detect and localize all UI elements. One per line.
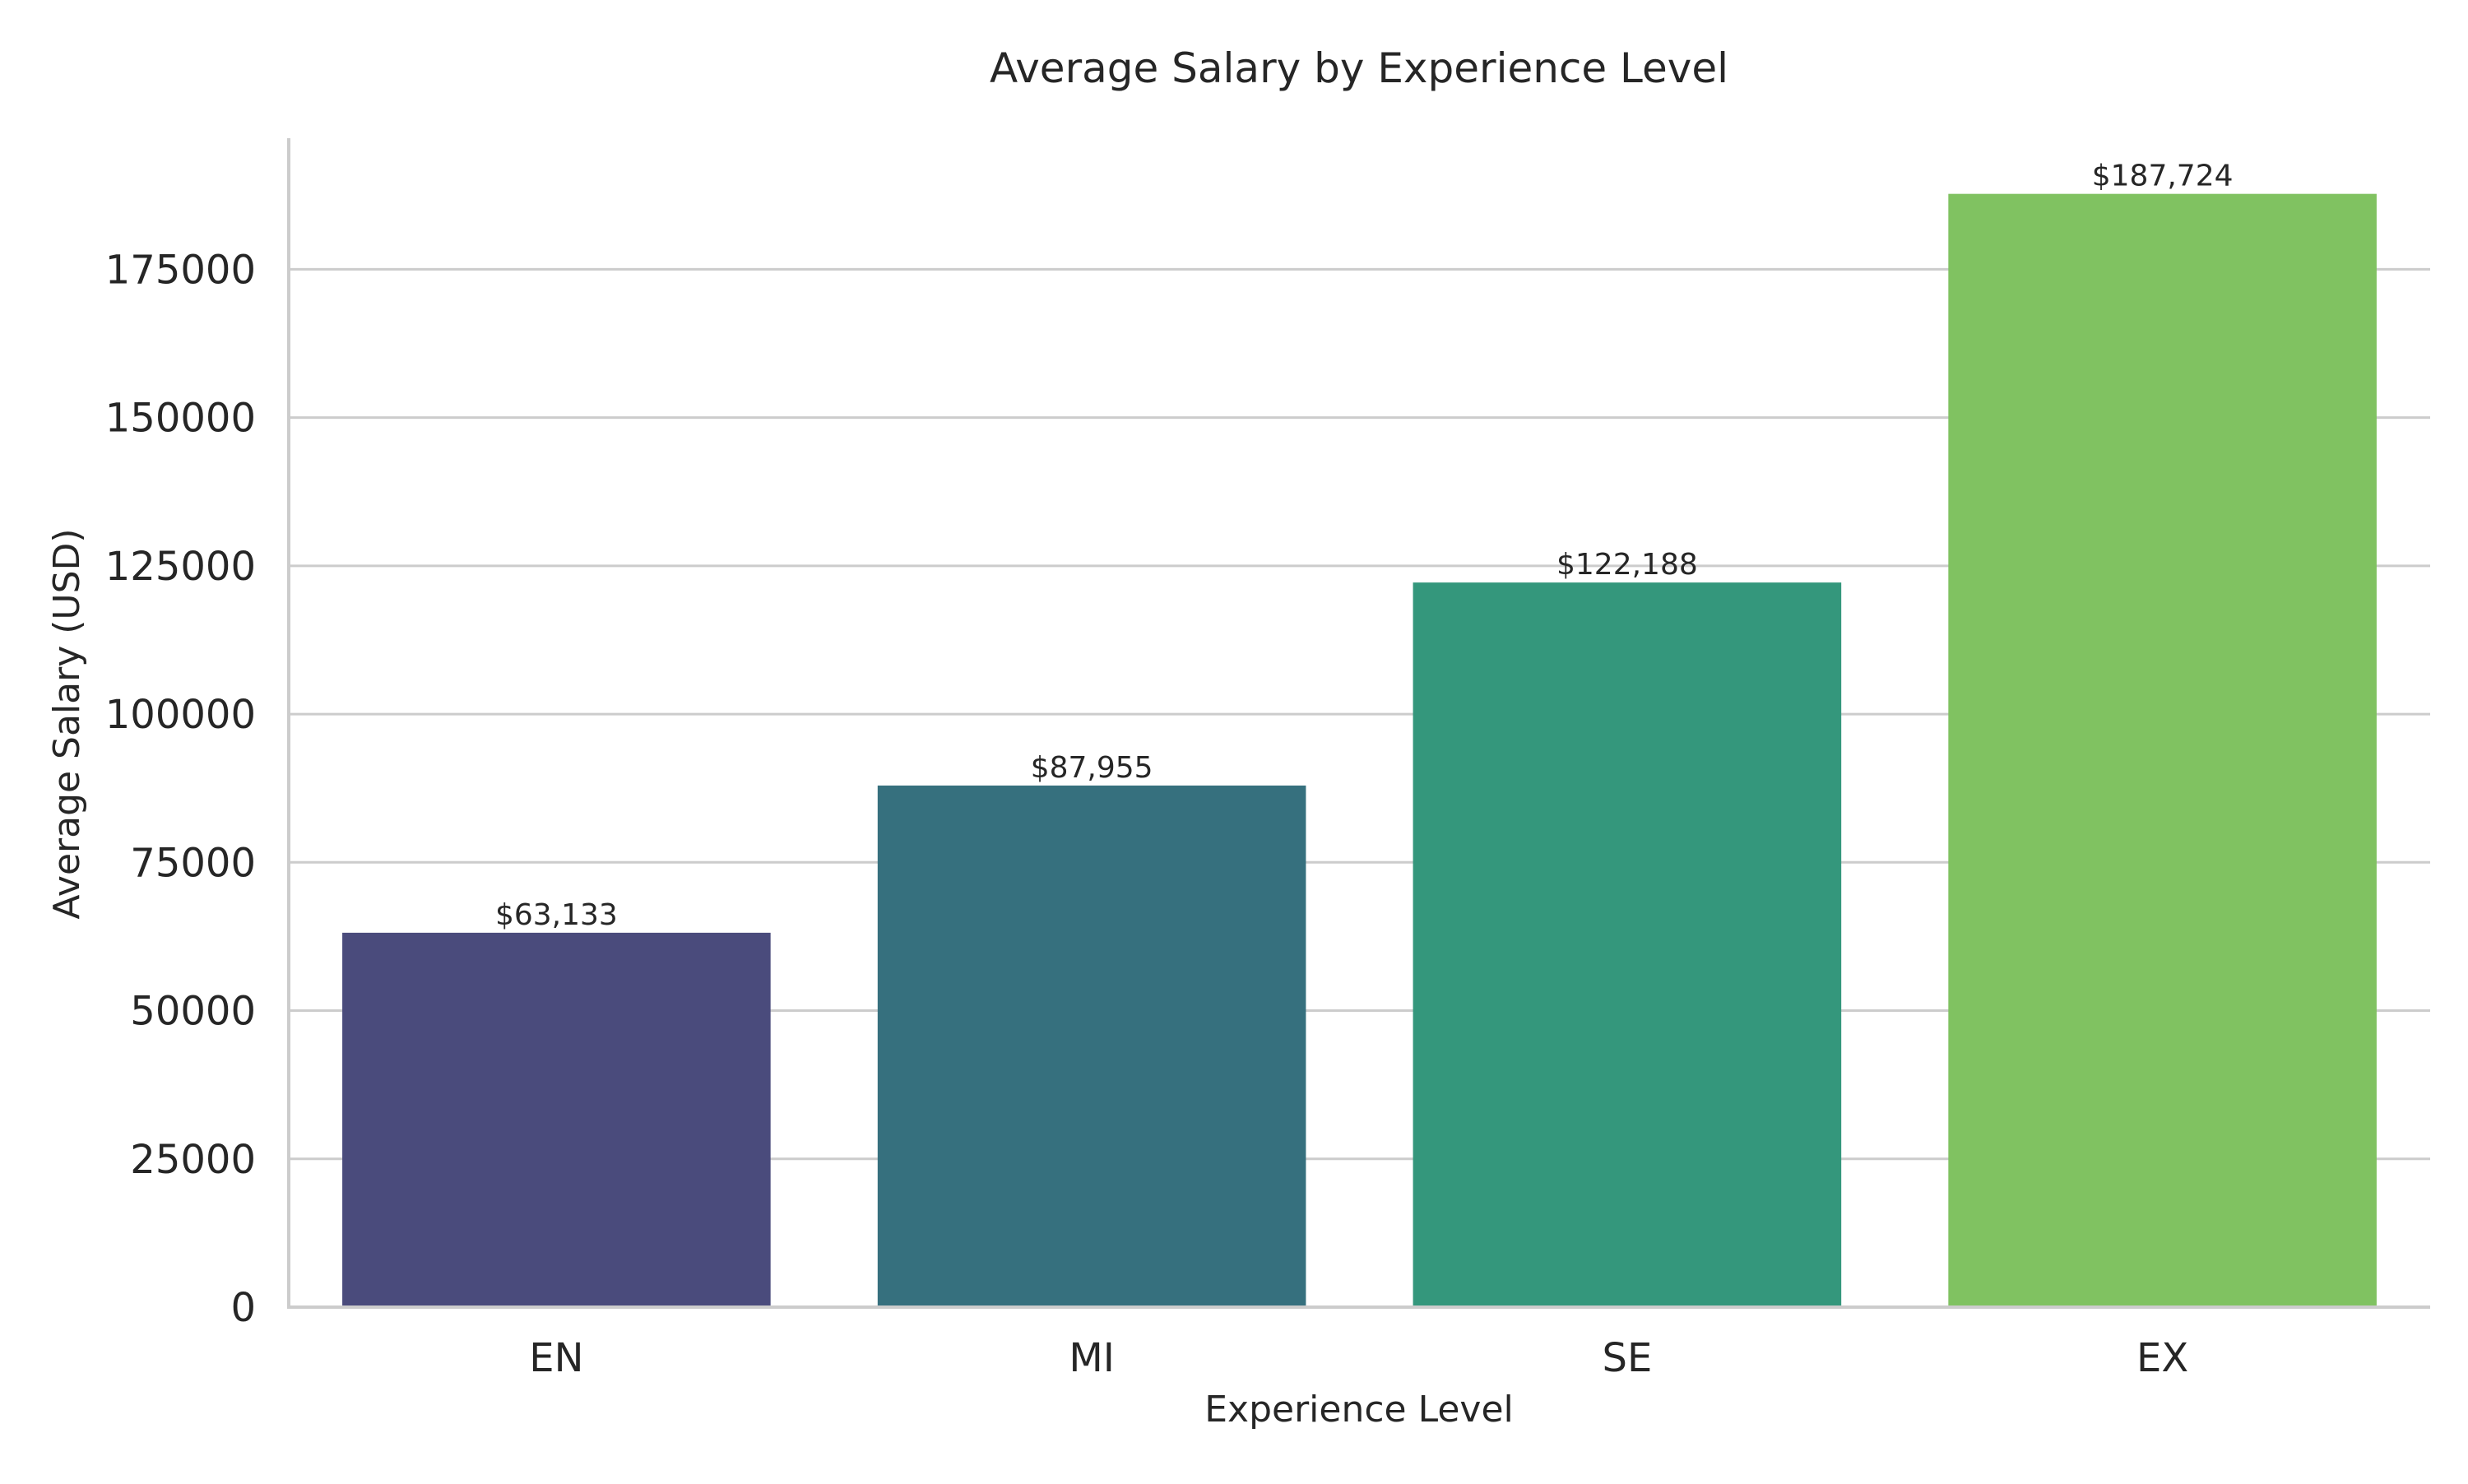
y-tick-label: 0 [230, 1285, 256, 1331]
y-tick-label: 100000 [105, 692, 256, 738]
x-axis-label: Experience Level [1204, 1389, 1514, 1431]
bar-ex [1948, 193, 2377, 1308]
bars [342, 193, 2377, 1308]
bar-value-label: $87,955 [1031, 751, 1153, 785]
y-axis-label: Average Salary (USD) [46, 528, 88, 919]
chart-title: Average Salary by Experience Level [990, 44, 1728, 92]
x-tick-label: EX [2136, 1335, 2188, 1381]
y-tick-label: 125000 [105, 544, 256, 590]
y-tick-label: 25000 [130, 1137, 256, 1183]
x-tick-label: SE [1602, 1335, 1652, 1381]
bar-se [1413, 582, 1842, 1307]
y-tick-label: 150000 [105, 396, 256, 442]
y-tick-label: 75000 [130, 840, 256, 886]
y-tick-label: 175000 [105, 247, 256, 293]
bar-value-labels: $63,133 $87,955 $122,188 $187,724 [495, 160, 2234, 932]
x-tick-label: EN [529, 1335, 583, 1381]
bar-value-label: $122,188 [1556, 548, 1698, 582]
axes [287, 138, 2430, 1309]
bar-value-label: $63,133 [495, 898, 618, 932]
x-tick-labels: EN MI SE EX [529, 1335, 2188, 1381]
x-tick-label: MI [1069, 1335, 1115, 1381]
y-tick-label: 50000 [130, 989, 256, 1035]
y-tick-labels: 0 25000 50000 75000 100000 125000 150000 175000 [105, 247, 256, 1331]
bar-mi [877, 785, 1306, 1307]
bar-en [342, 932, 771, 1307]
bar-value-label: $187,724 [2092, 160, 2234, 193]
